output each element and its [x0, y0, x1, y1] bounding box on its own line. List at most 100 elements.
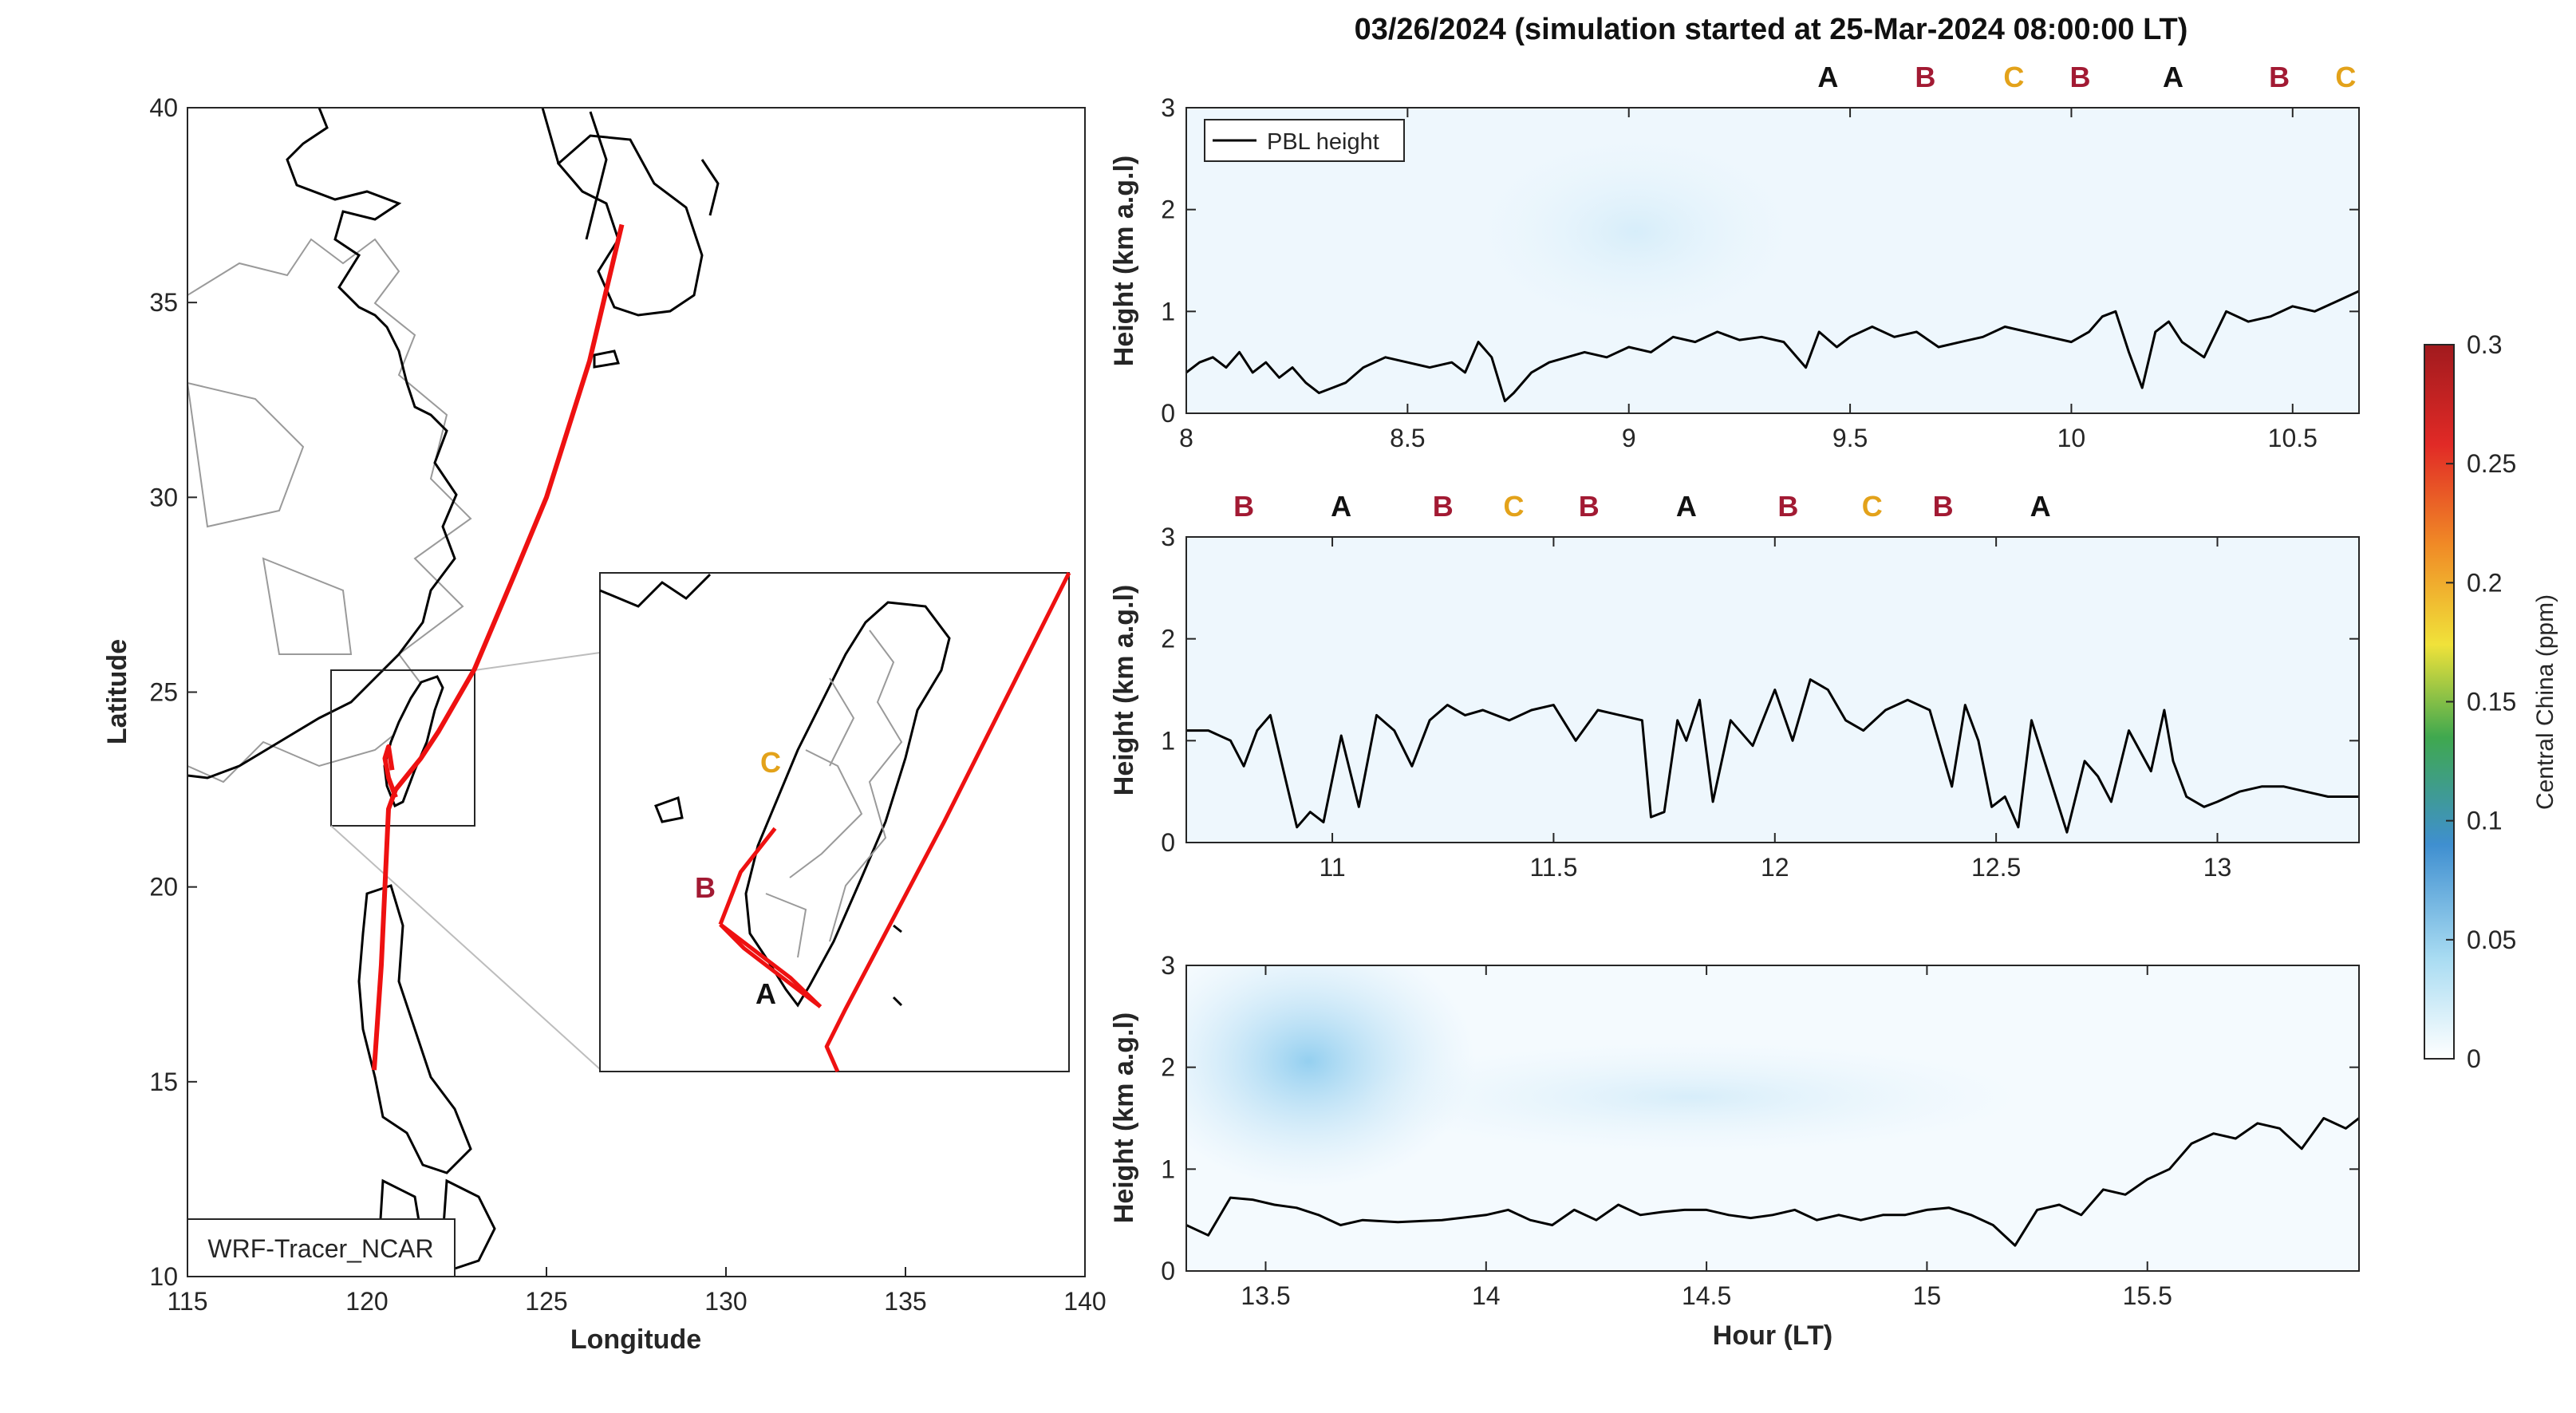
inset-connector-top	[474, 652, 601, 671]
panel-2-site-marker-b: B	[1233, 490, 1254, 523]
panel-2-site-marker-b: B	[1777, 490, 1798, 523]
inset-track-branch-3	[718, 827, 777, 926]
panel-1-legend: PBL height	[1204, 119, 1405, 162]
colorbar-tick-label: 0.05	[2467, 926, 2516, 954]
panel-1-x-tick-label: 10.5	[2268, 424, 2318, 452]
panel-3-tracer-band	[1356, 1041, 2026, 1153]
panel-1-y-tick-label: 2	[1161, 195, 1175, 224]
map-x-tick-label: 125	[525, 1287, 567, 1316]
map-y-tick-label: 30	[149, 483, 178, 511]
map-y-tick-label: 25	[149, 678, 178, 707]
colorbar-tick-label: 0.15	[2467, 688, 2516, 716]
coastline-korea-north	[541, 108, 560, 164]
panel-2-x-tick-label: 12	[1761, 853, 1789, 882]
panel-2-x-tick-label: 11	[1319, 853, 1345, 882]
coastline-taiwan	[383, 675, 444, 808]
panel-3-y-tick-label: 3	[1161, 951, 1175, 980]
map-x-tick-label: 115	[167, 1287, 207, 1316]
panel-1-x-tick-label: 10	[2057, 424, 2086, 452]
panel-2-y-tick-label: 1	[1161, 726, 1175, 755]
inset-coastline-islands	[654, 796, 903, 1007]
panel-3-x-tick-label: 14.5	[1682, 1281, 1731, 1310]
panel-2-y-tick-label: 3	[1161, 523, 1175, 551]
pbl-panel-1: 8 8.5 9 9.5 10 10.5 0 1 2 3 A B C B A B C Height (km a…	[1109, 61, 2360, 452]
map-y-tick-label: 15	[149, 1068, 178, 1096]
panel-3-y-tick-label: 1	[1161, 1154, 1175, 1183]
inset-map: A B C	[599, 571, 1071, 1073]
figure-title: 03/26/2024 (simulation started at 25-Mar…	[1355, 13, 2188, 46]
coastline-china	[187, 108, 458, 780]
colorbar-tick-label: 0.3	[2467, 330, 2502, 359]
map-track-line	[372, 223, 625, 1071]
map-y-tick-label: 10	[149, 1262, 178, 1291]
panel-3-x-tick-label: 15.5	[2123, 1281, 2172, 1310]
panel-2-site-marker-b: B	[1433, 490, 1454, 523]
map-x-tick-label: 135	[884, 1287, 926, 1316]
panel-3-frame	[1185, 965, 2360, 1272]
map-y-tick-label: 20	[149, 873, 178, 902]
panel-3-x-tick-label: 14	[1472, 1281, 1501, 1310]
land-boundaries	[187, 238, 472, 783]
map-y-tick-label: 35	[149, 288, 178, 317]
map-x-label: Longitude	[570, 1324, 701, 1355]
panel-1-y-label: Height (km a.g.l)	[1109, 156, 1139, 366]
panel-1-site-marker-c: C	[2335, 61, 2356, 93]
panel-3-x-tick-label: 13.5	[1241, 1281, 1290, 1310]
panel-1-y-ticks: 0 1 2 3	[1161, 93, 2359, 428]
panel-2-site-marker-c: C	[1503, 490, 1524, 523]
inset-marker-c: C	[760, 746, 781, 779]
panel-2-pbl-line	[1186, 678, 2359, 834]
panel-2-site-marker-c: C	[1862, 490, 1883, 523]
map-x-tick-label: 140	[1063, 1287, 1106, 1316]
colorbar-tick-label: 0.1	[2467, 807, 2502, 835]
inset-marker-a: A	[755, 977, 776, 1010]
panel-2-x-tick-label: 12.5	[1971, 853, 2021, 882]
coastline-islands	[585, 111, 720, 240]
panel-1-x-tick-label: 8	[1179, 424, 1193, 452]
pbl-panel-3: 13.5 14 14.5 15 15.5 0 1 2 3 Hour (LT) Height (…	[1109, 951, 2360, 1351]
panel-3-y-label: Height (km a.g.l)	[1109, 1012, 1139, 1223]
colorbar-ticks: 0 0.05 0.1 0.15 0.2 0.25 0.3	[2446, 330, 2516, 1073]
panel-2-site-marker-a: A	[2030, 490, 2051, 523]
inset-connector-bottom	[330, 825, 601, 1070]
panel-3-x-label: Hour (LT)	[1713, 1320, 1832, 1351]
panel-2-site-marker-a: A	[1331, 490, 1351, 523]
inset-marker-b: B	[695, 871, 716, 904]
map-x-tick-label: 120	[345, 1287, 388, 1316]
colorbar-tick-label: 0.2	[2467, 568, 2502, 597]
panel-3-x-tick-label: 15	[1913, 1281, 1942, 1310]
panel-1-x-tick-label: 9	[1622, 424, 1636, 452]
panel-3-y-tick-label: 0	[1161, 1257, 1175, 1285]
map-x-tick-label: 130	[704, 1287, 747, 1316]
panel-1-y-tick-label: 1	[1161, 297, 1175, 326]
colorbar-tick-label: 0	[2467, 1044, 2481, 1073]
panel-1-pbl-line	[1186, 290, 2359, 403]
panel-3-y-tick-label: 2	[1161, 1053, 1175, 1082]
panel-3-y-ticks: 0 1 2 3	[1161, 951, 2359, 1285]
panel-1-site-marker-c: C	[2003, 61, 2024, 93]
inset-track-line	[824, 571, 1071, 1073]
source-label: WRF-Tracer_NCAR	[207, 1234, 433, 1263]
panel-2-x-tick-label: 11.5	[1529, 853, 1577, 882]
panel-2-y-tick-label: 2	[1161, 625, 1175, 653]
panel-1-tracer-cloud	[1476, 136, 1795, 327]
panel-1-site-marker-a: A	[1817, 61, 1838, 93]
panel-2-site-marker-b: B	[1933, 490, 1954, 523]
map-y-ticks: 10 15 20 25 30 35 40	[149, 93, 197, 1291]
panel-3-x-ticks: 13.5 14 14.5 15 15.5	[1241, 965, 2172, 1310]
coastline-philippines	[357, 884, 496, 1271]
map-track-branch-line	[382, 744, 398, 799]
source-label-box	[187, 1218, 456, 1277]
panel-1-x-ticks: 8 8.5 9 9.5 10 10.5	[1179, 108, 2318, 452]
panel-2-x-tick-label: 13	[2203, 853, 2232, 882]
panel-1-site-marker-b: B	[2269, 61, 2290, 93]
panel-1-x-tick-label: 8.5	[1390, 424, 1425, 452]
colorbar: 0 0.05 0.1 0.15 0.2 0.25 0.3 Central China (pp…	[2424, 330, 2558, 1073]
map-y-tick-label: 40	[149, 93, 178, 122]
map-panel: 115 120 125 130 135 140 10 15 20 25 30 35 40 Longit…	[102, 93, 1107, 1355]
panel-3-tracer-core	[1186, 965, 1476, 1189]
panel-1-y-tick-label: 3	[1161, 93, 1175, 122]
